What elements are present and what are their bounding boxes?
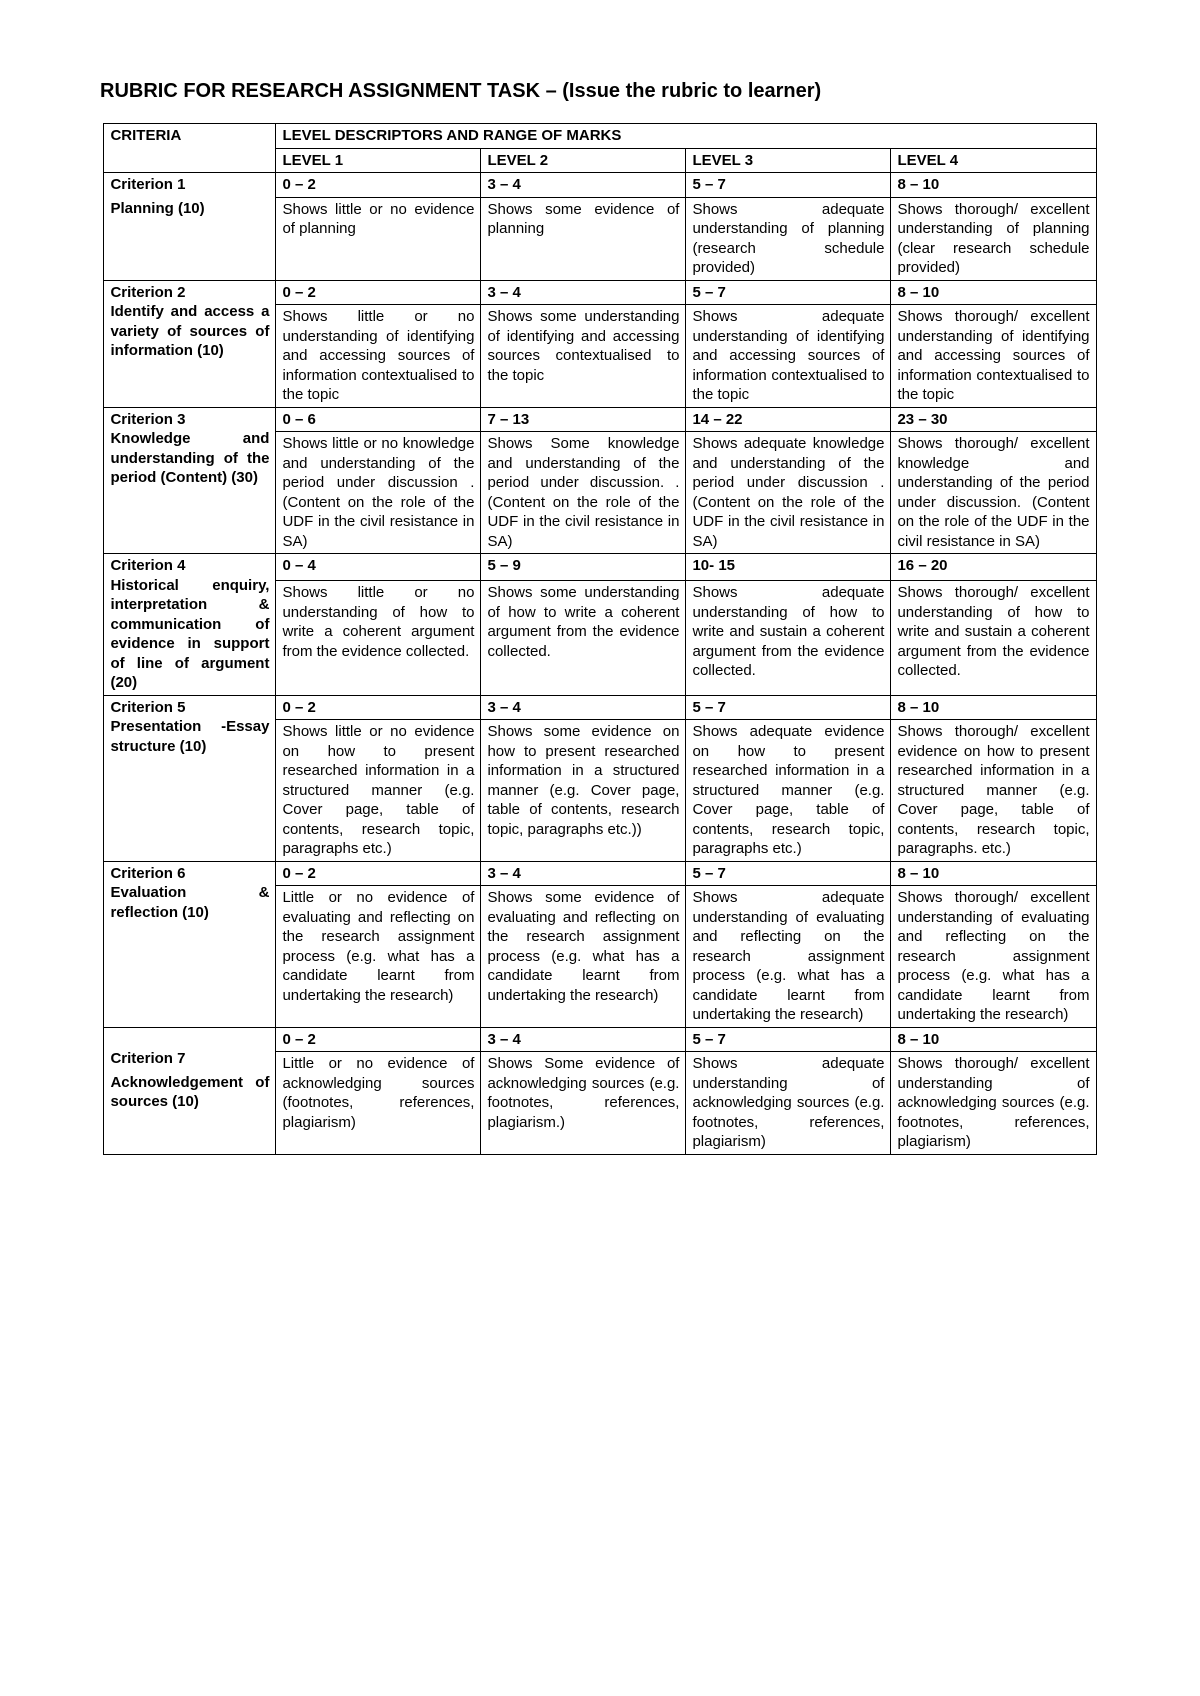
descriptor-cell: Shows little or no evidence of planning <box>276 197 481 280</box>
descriptor-cell: Little or no evidence of acknowledging s… <box>276 1052 481 1155</box>
range-cell: 8 – 10 <box>891 1027 1096 1052</box>
descriptor-cell: Shows adequate knowledge and understandi… <box>686 432 891 554</box>
criterion-label: Criterion 5 <box>110 698 269 718</box>
range-cell: 0 – 2 <box>276 695 481 720</box>
range-cell: 7 – 13 <box>481 407 686 432</box>
criterion-title: Knowledge and understanding of the perio… <box>110 429 269 488</box>
range-cell: 8 – 10 <box>891 861 1096 886</box>
range-cell: 5 – 7 <box>686 173 891 198</box>
range-cell: 5 – 7 <box>686 861 891 886</box>
criterion-label: Criterion 4 <box>110 556 269 576</box>
descriptor-cell: Shows thorough/ excellent evidence on ho… <box>891 720 1096 862</box>
descriptor-cell: Shows thorough/ excellent understanding … <box>891 305 1096 408</box>
range-cell: 3 – 4 <box>481 695 686 720</box>
descriptor-cell: Shows thorough/ excellent understanding … <box>891 197 1096 280</box>
range-cell: 5 – 7 <box>686 1027 891 1052</box>
range-cell: 8 – 10 <box>891 173 1096 198</box>
descriptor-cell: Shows little or no understanding of how … <box>276 581 481 695</box>
criterion-4: Criterion 4Historical enquiry, interpret… <box>104 554 276 696</box>
criterion-label: Criterion 7 <box>110 1049 269 1069</box>
criterion-title: Historical enquiry, interpretation & com… <box>110 576 269 693</box>
header-level-4: LEVEL 4 <box>891 148 1096 173</box>
criterion-7: Criterion 7 Acknowledgement of sources (1… <box>104 1027 276 1154</box>
descriptor-cell: Shows thorough/ excellent understanding … <box>891 1052 1096 1155</box>
range-cell: 16 – 20 <box>891 554 1096 581</box>
criterion-label: Criterion 1 <box>110 175 269 195</box>
header-criteria: CRITERIA <box>104 124 276 173</box>
descriptor-cell: Shows thorough/ excellent understanding … <box>891 581 1096 695</box>
criterion-6: Criterion 6Evaluation & reflection (10) <box>104 861 276 1027</box>
range-cell: 23 – 30 <box>891 407 1096 432</box>
range-cell: 3 – 4 <box>481 1027 686 1052</box>
page-title: RUBRIC FOR RESEARCH ASSIGNMENT TASK – (I… <box>100 80 1140 103</box>
criterion-title: Planning (10) <box>110 199 269 219</box>
range-cell: 5 – 9 <box>481 554 686 581</box>
descriptor-cell: Shows thorough/ excellent knowledge and … <box>891 432 1096 554</box>
range-cell: 3 – 4 <box>481 173 686 198</box>
descriptor-cell: Shows some evidence of evaluating and re… <box>481 886 686 1028</box>
criterion-5: Criterion 5Presentation -Essay structure… <box>104 695 276 861</box>
descriptor-cell: Shows adequate understanding of evaluati… <box>686 886 891 1028</box>
descriptor-cell: Shows thorough/ excellent understanding … <box>891 886 1096 1028</box>
descriptor-cell: Shows some understanding of how to write… <box>481 581 686 695</box>
descriptor-cell: Shows adequate understanding of planning… <box>686 197 891 280</box>
range-cell: 0 – 4 <box>276 554 481 581</box>
criterion-3: Criterion 3Knowledge and understanding o… <box>104 407 276 554</box>
descriptor-cell: Shows little or no understanding of iden… <box>276 305 481 408</box>
criterion-title: Presentation -Essay structure (10) <box>110 717 269 756</box>
criterion-title: Evaluation & reflection (10) <box>110 883 269 922</box>
criterion-label: Criterion 3 <box>110 410 269 430</box>
descriptor-cell: Shows some evidence of planning <box>481 197 686 280</box>
descriptor-cell: Shows some understanding of identifying … <box>481 305 686 408</box>
header-level-desc: LEVEL DESCRIPTORS AND RANGE OF MARKS <box>276 124 1096 149</box>
descriptor-cell: Shows adequate understanding of acknowle… <box>686 1052 891 1155</box>
range-cell: 5 – 7 <box>686 695 891 720</box>
range-cell: 8 – 10 <box>891 695 1096 720</box>
range-cell: 14 – 22 <box>686 407 891 432</box>
descriptor-cell: Little or no evidence of evaluating and … <box>276 886 481 1028</box>
descriptor-cell: Shows some evidence on how to present re… <box>481 720 686 862</box>
range-cell: 0 – 2 <box>276 280 481 305</box>
descriptor-cell: Shows Some evidence of acknowledging sou… <box>481 1052 686 1155</box>
range-cell: 0 – 2 <box>276 1027 481 1052</box>
range-cell: 5 – 7 <box>686 280 891 305</box>
descriptor-cell: Shows adequate understanding of how to w… <box>686 581 891 695</box>
range-cell: 8 – 10 <box>891 280 1096 305</box>
range-cell: 3 – 4 <box>481 280 686 305</box>
header-level-2: LEVEL 2 <box>481 148 686 173</box>
range-cell: 0 – 2 <box>276 173 481 198</box>
criterion-label: Criterion 2 <box>110 283 269 303</box>
range-cell: 3 – 4 <box>481 861 686 886</box>
range-cell: 0 – 6 <box>276 407 481 432</box>
descriptor-cell: Shows little or no evidence on how to pr… <box>276 720 481 862</box>
descriptor-cell: Shows adequate evidence on how to presen… <box>686 720 891 862</box>
header-level-3: LEVEL 3 <box>686 148 891 173</box>
header-level-1: LEVEL 1 <box>276 148 481 173</box>
criterion-title: Acknowledgement of sources (10) <box>110 1073 269 1112</box>
descriptor-cell: Shows little or no knowledge and underst… <box>276 432 481 554</box>
descriptor-cell: Shows adequate understanding of identify… <box>686 305 891 408</box>
criterion-label: Criterion 6 <box>110 864 269 884</box>
range-cell: 0 – 2 <box>276 861 481 886</box>
range-cell: 10- 15 <box>686 554 891 581</box>
descriptor-cell: Shows Some knowledge and understanding o… <box>481 432 686 554</box>
criterion-1: Criterion 1 Planning (10) <box>104 173 276 281</box>
criterion-2: Criterion 2Identify and access a variety… <box>104 280 276 407</box>
criterion-title: Identify and access a variety of sources… <box>110 302 269 361</box>
rubric-table: CRITERIALEVEL DESCRIPTORS AND RANGE OF M… <box>103 123 1096 1155</box>
